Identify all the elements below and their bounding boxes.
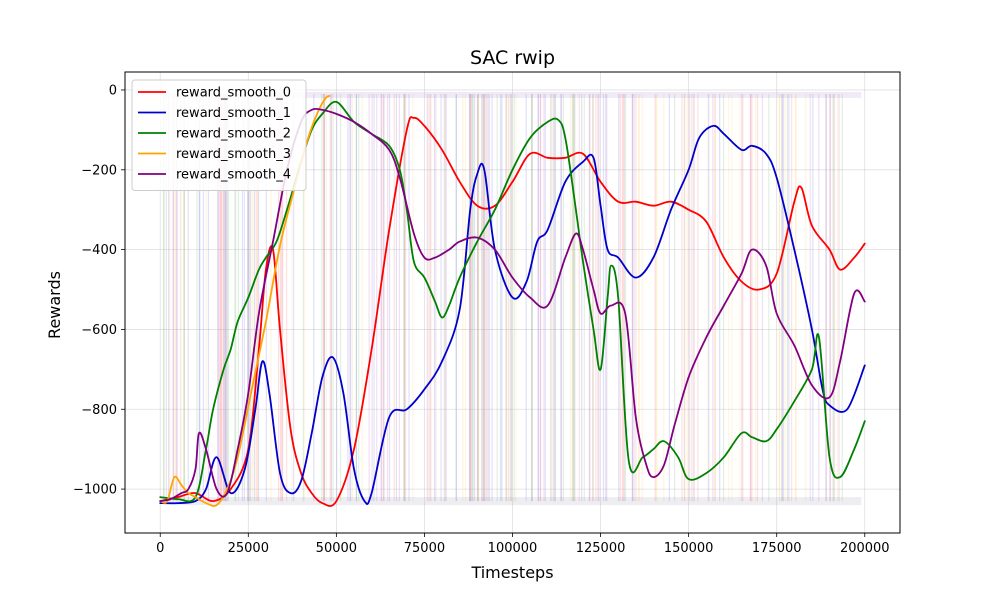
- y-tick-label: −1000: [73, 483, 117, 498]
- x-tick-label: 200000: [840, 541, 890, 556]
- legend-label-0: reward_smooth_0: [176, 86, 291, 101]
- raw-reward-band: [163, 91, 862, 98]
- chart-title: SAC rwip: [470, 47, 555, 69]
- y-tick-label: 0: [109, 83, 117, 98]
- y-axis-title: Rewards: [45, 271, 64, 339]
- y-tick-label: −600: [81, 323, 117, 338]
- raw-reward-band: [163, 497, 862, 506]
- legend: reward_smooth_0 reward_smooth_1 reward_smo…: [131, 79, 307, 191]
- legend-label-4: reward_smooth_4: [176, 168, 291, 183]
- legend-label-3: reward_smooth_3: [176, 147, 291, 162]
- legend-box: [131, 79, 307, 191]
- x-axis-title: Timesteps: [470, 563, 553, 582]
- y-tick-label: −400: [81, 243, 117, 258]
- x-tick-label: 75000: [404, 541, 445, 556]
- legend-label-2: reward_smooth_2: [176, 127, 291, 142]
- x-axis-ticks: 0 25000 50000 75000 100000 125000 150000 175000…: [156, 533, 890, 556]
- y-axis-ticks: 0 −200 −400 −600 −800 −1000: [73, 83, 125, 498]
- series-line-4: [159, 107, 866, 502]
- x-tick-label: 50000: [316, 541, 357, 556]
- x-tick-label: 25000: [228, 541, 269, 556]
- series-line-2: [159, 100, 866, 503]
- legend-label-1: reward_smooth_1: [176, 106, 291, 121]
- y-tick-label: −200: [81, 163, 117, 178]
- x-tick-label: 100000: [488, 541, 538, 556]
- x-tick-label: 150000: [664, 541, 714, 556]
- x-tick-label: 125000: [576, 541, 626, 556]
- x-tick-label: 175000: [752, 541, 802, 556]
- series-lines: [159, 95, 866, 507]
- y-tick-label: −800: [81, 403, 117, 418]
- series-line-1: [159, 124, 866, 505]
- x-tick-label: 0: [156, 541, 164, 556]
